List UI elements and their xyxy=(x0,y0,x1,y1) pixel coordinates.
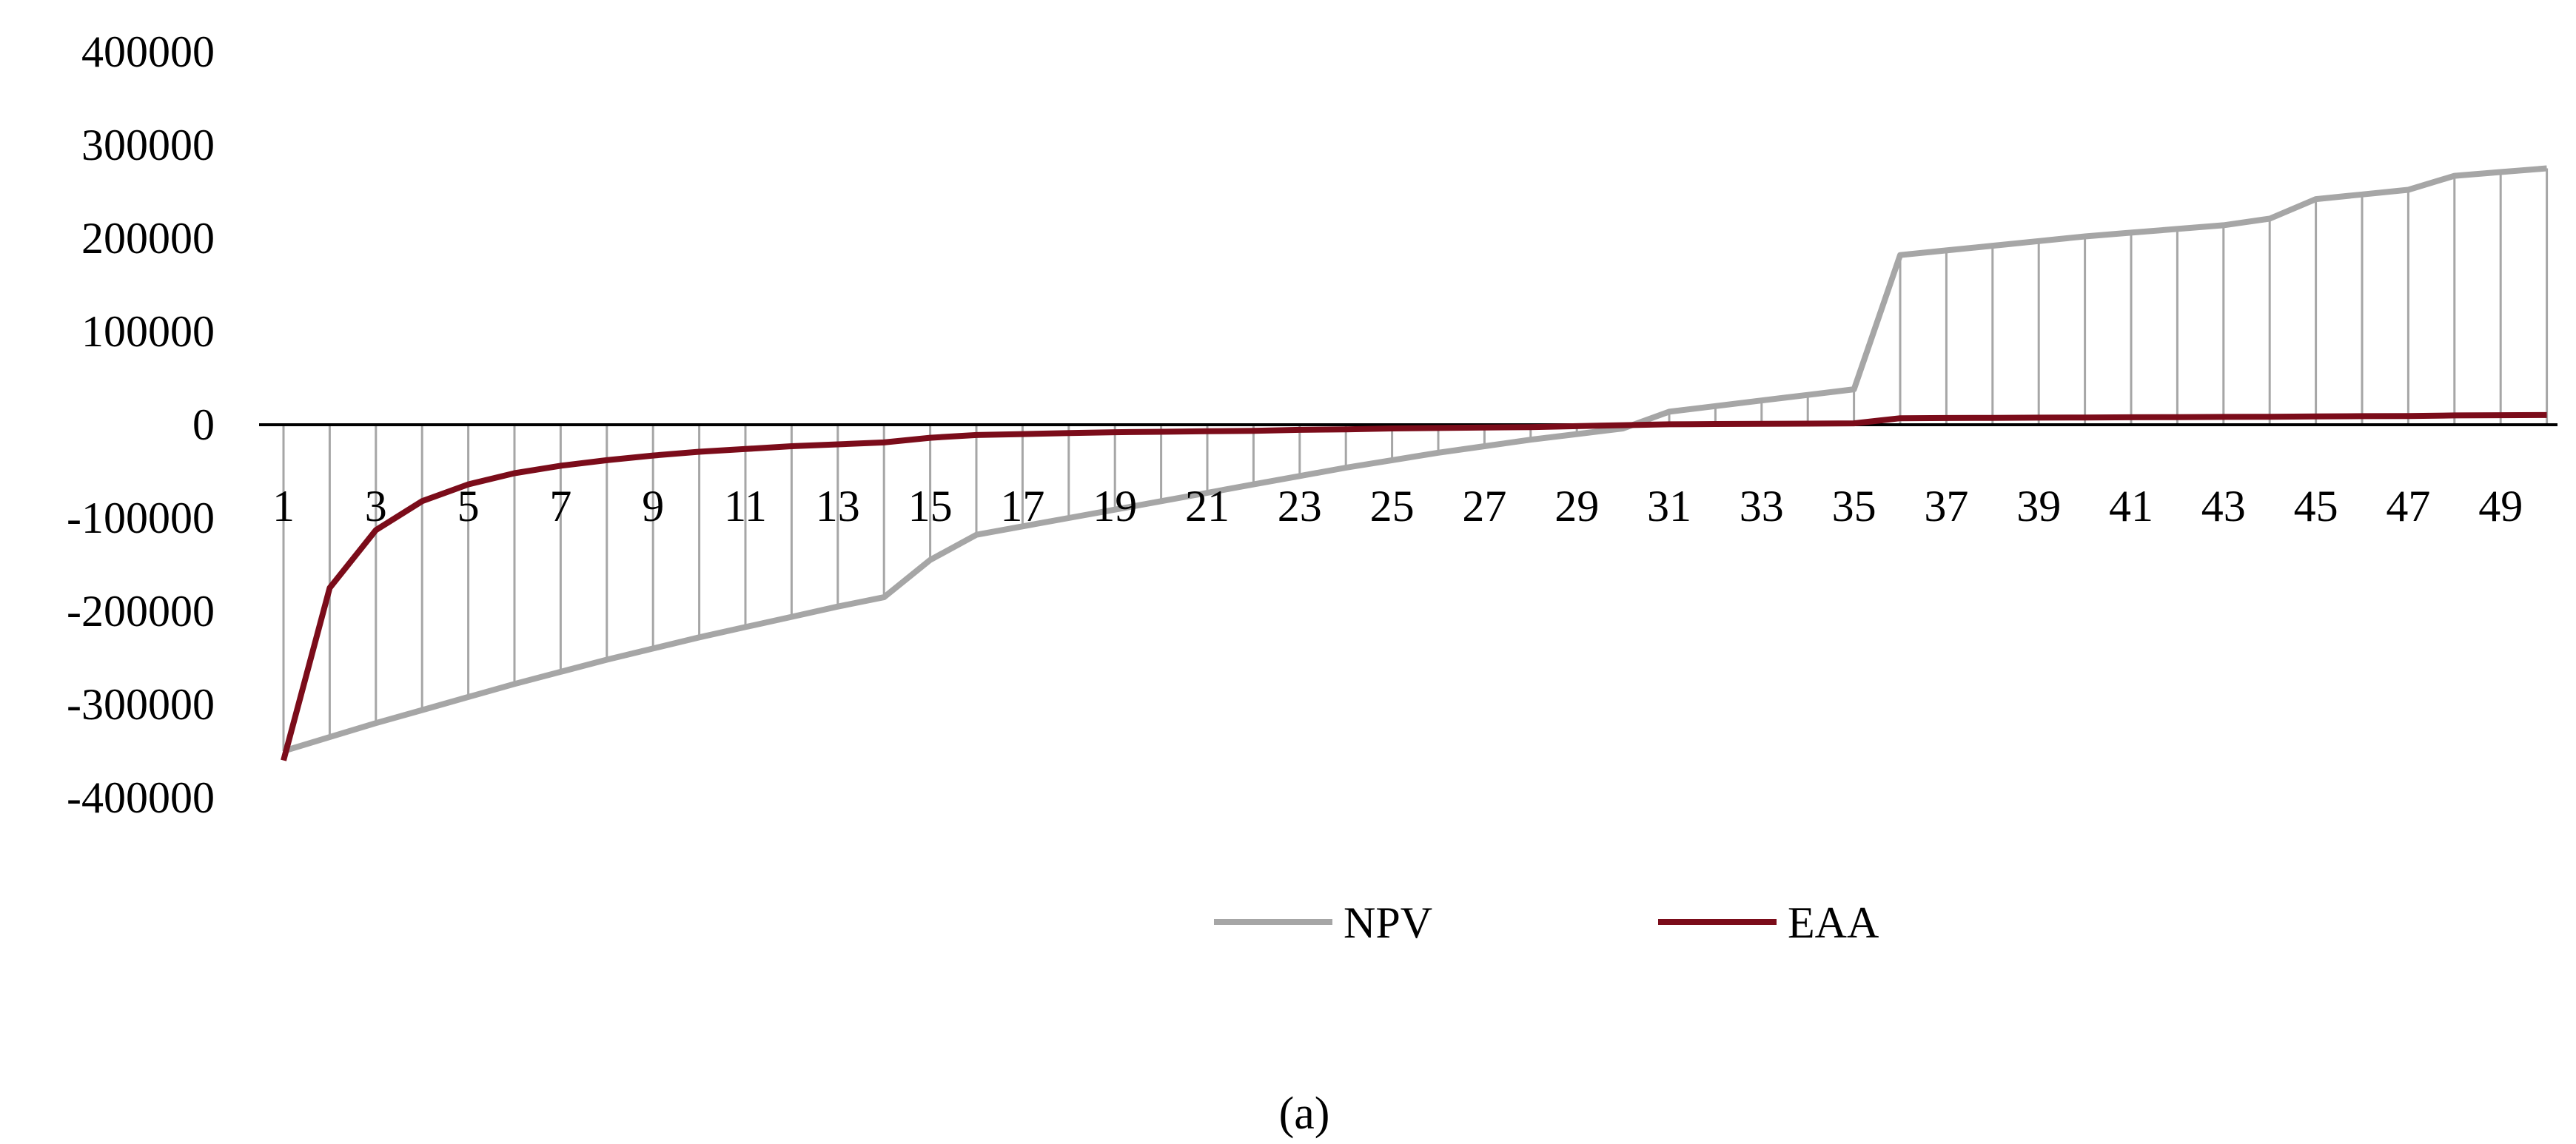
x-tick-label: 27 xyxy=(1462,482,1506,531)
series-lines xyxy=(281,165,2547,761)
npv-drop-lines xyxy=(282,168,2549,751)
x-tick-label: 21 xyxy=(1185,482,1230,531)
x-tick-label: 23 xyxy=(1278,482,1322,531)
legend-label-eaa: EAA xyxy=(1788,898,1879,947)
y-tick-label: -200000 xyxy=(67,587,215,636)
x-tick-label: 39 xyxy=(2016,482,2061,531)
legend-item-npv: NPV xyxy=(1214,898,1432,947)
y-tick-label: 200000 xyxy=(81,214,215,263)
x-tick-label: 15 xyxy=(908,482,953,531)
x-tick-label: 43 xyxy=(2201,482,2246,531)
x-tick-label: 47 xyxy=(2386,482,2430,531)
x-tick-label: 25 xyxy=(1370,482,1415,531)
x-axis-tick-labels: 1 3 5 7 9 11 13 15 17 19 21 23 25 27 29 31 33 35 37 39 41 43 4… xyxy=(272,482,2523,531)
y-tick-label: 100000 xyxy=(81,307,215,356)
series-line-eaa xyxy=(281,411,2547,761)
x-tick-label: 33 xyxy=(1740,482,1784,531)
legend-item-eaa: EAA xyxy=(1658,898,1879,947)
x-tick-label: 29 xyxy=(1554,482,1599,531)
legend: NPV EAA xyxy=(1214,898,1879,947)
x-tick-label: 9 xyxy=(642,482,664,531)
y-tick-label: -400000 xyxy=(67,773,215,822)
series-line-npv xyxy=(282,165,2547,754)
x-tick-label: 37 xyxy=(1924,482,1968,531)
x-tick-label: 1 xyxy=(272,482,295,531)
x-tick-label: 19 xyxy=(1093,482,1137,531)
figure-caption: (a) xyxy=(1279,1089,1330,1139)
y-tick-label: -300000 xyxy=(67,680,215,729)
x-tick-label: 45 xyxy=(2294,482,2338,531)
x-tick-label: 3 xyxy=(365,482,387,531)
legend-label-npv: NPV xyxy=(1344,898,1432,947)
x-tick-label: 7 xyxy=(549,482,571,531)
y-tick-label: 300000 xyxy=(81,121,215,169)
y-axis-tick-labels: 400000 300000 200000 100000 0 -100000 -200000 -… xyxy=(67,27,215,822)
x-tick-label: 31 xyxy=(1647,482,1691,531)
y-tick-label: -100000 xyxy=(67,494,215,542)
x-tick-label: 17 xyxy=(1000,482,1044,531)
x-tick-label: 11 xyxy=(724,482,767,531)
x-tick-label: 35 xyxy=(1832,482,1876,531)
y-tick-label: 400000 xyxy=(81,27,215,76)
x-tick-label: 5 xyxy=(457,482,480,531)
y-tick-label: 0 xyxy=(192,400,215,449)
x-tick-label: 49 xyxy=(2478,482,2523,531)
x-tick-label: 13 xyxy=(816,482,860,531)
x-tick-label: 41 xyxy=(2109,482,2153,531)
